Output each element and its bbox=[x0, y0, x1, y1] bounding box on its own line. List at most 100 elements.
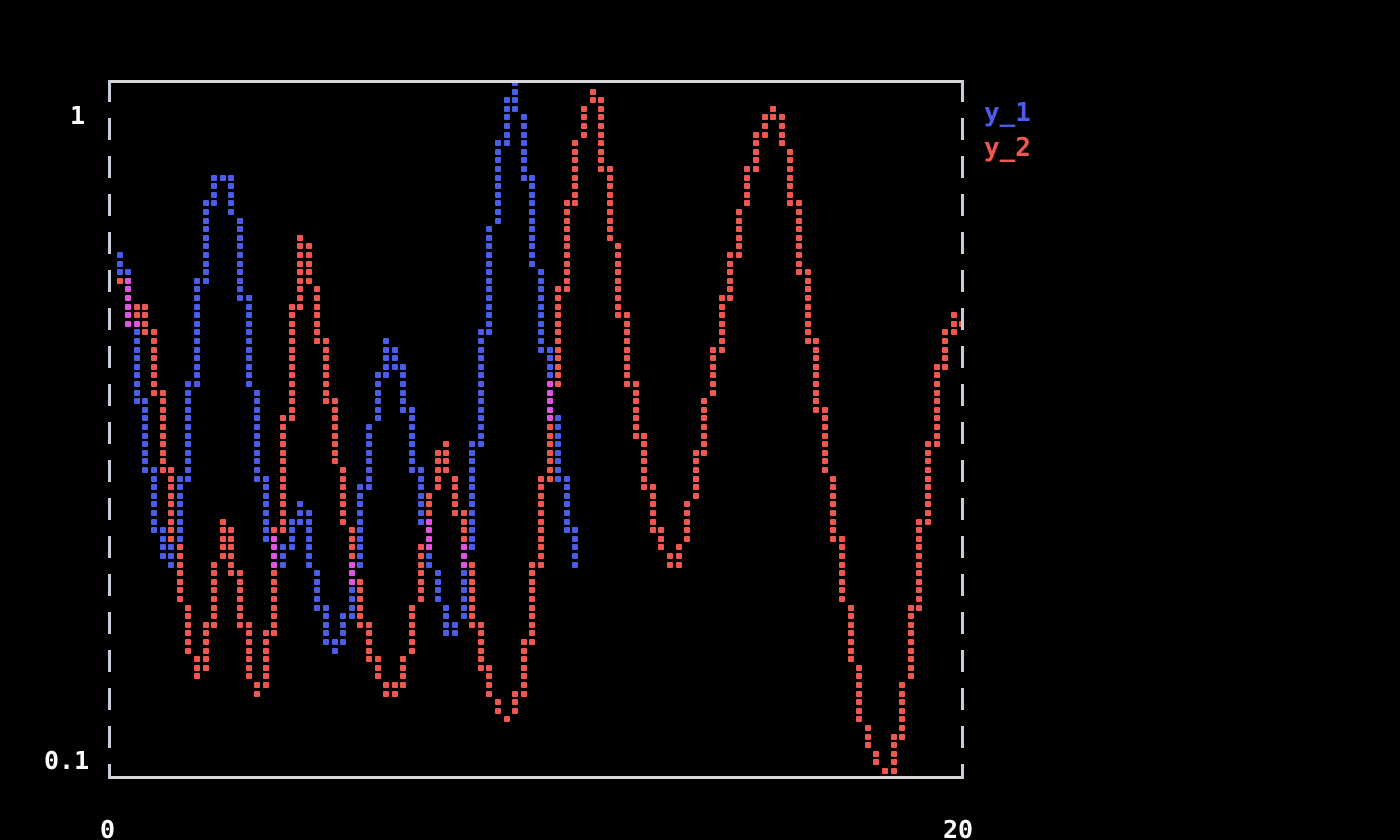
data-point bbox=[211, 200, 218, 207]
data-point bbox=[323, 338, 329, 344]
data-point bbox=[555, 424, 562, 430]
data-point bbox=[185, 406, 192, 413]
data-point bbox=[314, 587, 321, 594]
data-point bbox=[469, 561, 476, 568]
data-point bbox=[469, 441, 476, 448]
data-point bbox=[641, 432, 648, 439]
data-point bbox=[563, 492, 570, 499]
data-point bbox=[237, 252, 243, 258]
data-point bbox=[538, 329, 544, 336]
data-point bbox=[288, 303, 295, 310]
data-point bbox=[899, 682, 906, 688]
data-point bbox=[194, 355, 200, 362]
data-point bbox=[572, 166, 579, 172]
data-point bbox=[658, 535, 665, 542]
data-point bbox=[357, 621, 364, 628]
data-point bbox=[219, 544, 226, 551]
data-point bbox=[933, 406, 940, 413]
data-point bbox=[916, 561, 923, 568]
data-point bbox=[563, 252, 570, 258]
data-point bbox=[426, 501, 433, 508]
data-point bbox=[271, 630, 278, 637]
data-point bbox=[486, 260, 493, 267]
data-point bbox=[434, 587, 441, 594]
data-point bbox=[529, 613, 536, 620]
data-point bbox=[546, 432, 553, 439]
data-point bbox=[357, 518, 364, 525]
data-point bbox=[331, 449, 338, 456]
data-point bbox=[280, 441, 286, 448]
data-point bbox=[262, 664, 269, 671]
data-point bbox=[228, 183, 235, 190]
data-point bbox=[434, 596, 441, 602]
data-point bbox=[228, 191, 235, 198]
data-point bbox=[778, 114, 785, 121]
data-point bbox=[168, 561, 175, 568]
data-point bbox=[667, 561, 673, 568]
data-point bbox=[572, 148, 579, 155]
data-point bbox=[907, 639, 914, 645]
data-point bbox=[624, 320, 630, 327]
data-point bbox=[168, 501, 175, 508]
data-point bbox=[443, 467, 450, 473]
data-point bbox=[942, 346, 949, 353]
plot-frame bbox=[108, 80, 964, 779]
data-point bbox=[228, 535, 235, 542]
data-point bbox=[529, 260, 536, 267]
data-point bbox=[460, 596, 467, 602]
data-point bbox=[572, 183, 579, 190]
data-point bbox=[280, 510, 286, 516]
data-point bbox=[503, 716, 510, 723]
data-point bbox=[624, 338, 630, 344]
data-point bbox=[400, 381, 407, 387]
data-point bbox=[142, 441, 149, 448]
data-point bbox=[761, 123, 768, 129]
data-point bbox=[933, 424, 940, 430]
data-point bbox=[546, 372, 553, 379]
data-point bbox=[538, 501, 544, 508]
data-point bbox=[288, 320, 295, 327]
data-point bbox=[856, 707, 863, 714]
data-point bbox=[271, 604, 278, 611]
data-point bbox=[916, 544, 923, 551]
data-point bbox=[718, 338, 725, 344]
data-point bbox=[615, 269, 622, 276]
data-point bbox=[211, 596, 218, 602]
data-point bbox=[245, 673, 252, 680]
data-point bbox=[624, 372, 630, 379]
data-point bbox=[710, 381, 716, 387]
data-point bbox=[890, 742, 897, 749]
data-point bbox=[417, 501, 424, 508]
data-point bbox=[305, 527, 312, 534]
data-point bbox=[460, 518, 467, 525]
data-point bbox=[237, 587, 243, 594]
data-point bbox=[787, 183, 794, 190]
data-point bbox=[813, 355, 820, 362]
data-point bbox=[933, 372, 940, 379]
data-point bbox=[409, 639, 415, 645]
data-point bbox=[538, 269, 544, 276]
data-point bbox=[305, 510, 312, 516]
data-point bbox=[151, 492, 157, 499]
data-point bbox=[520, 656, 527, 663]
data-point bbox=[486, 690, 493, 697]
data-point bbox=[469, 527, 476, 534]
data-point bbox=[219, 174, 226, 181]
data-point bbox=[563, 501, 570, 508]
data-point bbox=[409, 647, 415, 654]
data-point bbox=[615, 295, 622, 301]
data-point bbox=[185, 458, 192, 465]
data-point bbox=[503, 97, 510, 104]
data-point bbox=[735, 234, 742, 241]
data-point bbox=[684, 510, 691, 516]
data-point bbox=[563, 234, 570, 241]
data-point bbox=[701, 432, 708, 439]
data-point bbox=[280, 553, 286, 559]
data-point bbox=[615, 260, 622, 267]
data-point bbox=[598, 123, 605, 129]
data-point bbox=[168, 518, 175, 525]
data-point bbox=[632, 381, 639, 387]
data-point bbox=[864, 733, 871, 740]
data-point bbox=[348, 553, 355, 559]
data-point bbox=[125, 320, 132, 327]
